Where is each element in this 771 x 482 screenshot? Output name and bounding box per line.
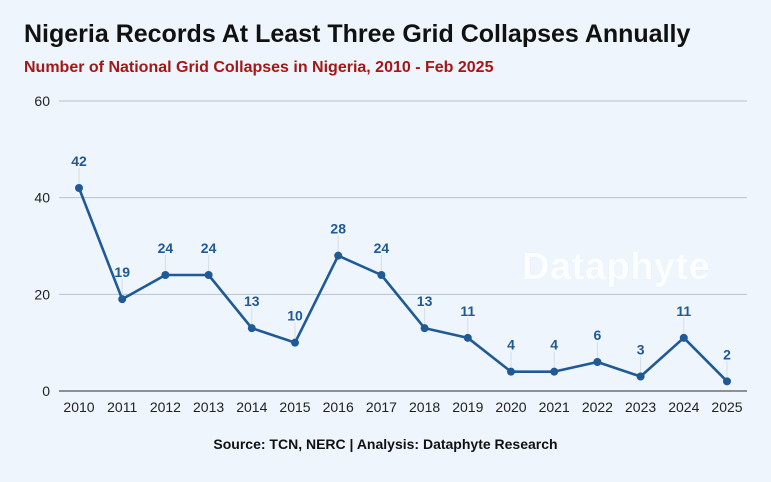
data-point: [247, 324, 256, 333]
data-point: [463, 333, 472, 342]
x-tick-label: 2022: [582, 399, 613, 415]
y-tick-label: 0: [42, 383, 50, 399]
data-label: 11: [676, 303, 691, 319]
data-point: [377, 271, 386, 279]
x-tick-label: 2012: [150, 399, 181, 415]
x-tick-label: 2025: [711, 399, 742, 415]
x-tick-label: 2019: [452, 399, 483, 415]
data-point: [593, 358, 602, 366]
x-tick-label: 2021: [539, 399, 570, 415]
data-label: 24: [201, 240, 217, 256]
data-label: 6: [594, 327, 602, 343]
data-point: [204, 271, 213, 279]
x-tick-label: 2015: [279, 399, 310, 415]
data-label: 3: [637, 342, 645, 358]
data-label: 13: [417, 293, 433, 309]
chart-title: Nigeria Records At Least Three Grid Coll…: [24, 20, 691, 48]
x-tick-label: 2020: [495, 399, 526, 415]
watermark-logo: Dataphyte: [522, 246, 711, 288]
data-label: 4: [550, 337, 558, 353]
data-label: 28: [330, 221, 346, 237]
data-point: [636, 372, 645, 381]
data-point: [118, 295, 127, 304]
data-label: 24: [158, 240, 174, 256]
data-point: [75, 184, 83, 192]
x-tick-label: 2010: [63, 399, 94, 415]
x-tick-label: 2014: [236, 399, 267, 415]
x-tick-label: 2011: [107, 399, 137, 415]
y-tick-label: 20: [34, 286, 50, 302]
y-tick-label: 60: [34, 93, 50, 109]
source-note: Source: TCN, NERC | Analysis: Dataphyte …: [213, 436, 558, 452]
x-tick-label: 2024: [668, 399, 699, 415]
x-tick-label: 2017: [366, 399, 397, 415]
data-point: [507, 367, 515, 376]
data-point: [420, 324, 429, 333]
data-point: [723, 377, 731, 386]
x-tick-label: 2023: [625, 399, 656, 415]
x-tick-label: 2018: [409, 399, 440, 415]
data-label: 10: [287, 308, 303, 324]
data-label: 13: [244, 293, 260, 309]
data-label: 42: [71, 153, 87, 169]
series-line: [77, 187, 728, 383]
data-point: [679, 333, 688, 342]
x-tick-label: 2016: [323, 399, 354, 415]
data-label: 19: [114, 264, 130, 280]
data-point: [161, 271, 170, 279]
data-label: 2: [723, 346, 731, 362]
data-label: 4: [507, 337, 515, 353]
data-label: 11: [460, 303, 475, 319]
x-tick-label: 2013: [193, 399, 224, 415]
data-point: [334, 251, 343, 260]
y-tick-label: 40: [34, 190, 50, 206]
data-point: [291, 338, 299, 347]
data-point: [550, 367, 559, 376]
data-label: 24: [374, 240, 390, 256]
chart-subtitle: Number of National Grid Collapses in Nig…: [24, 59, 494, 76]
